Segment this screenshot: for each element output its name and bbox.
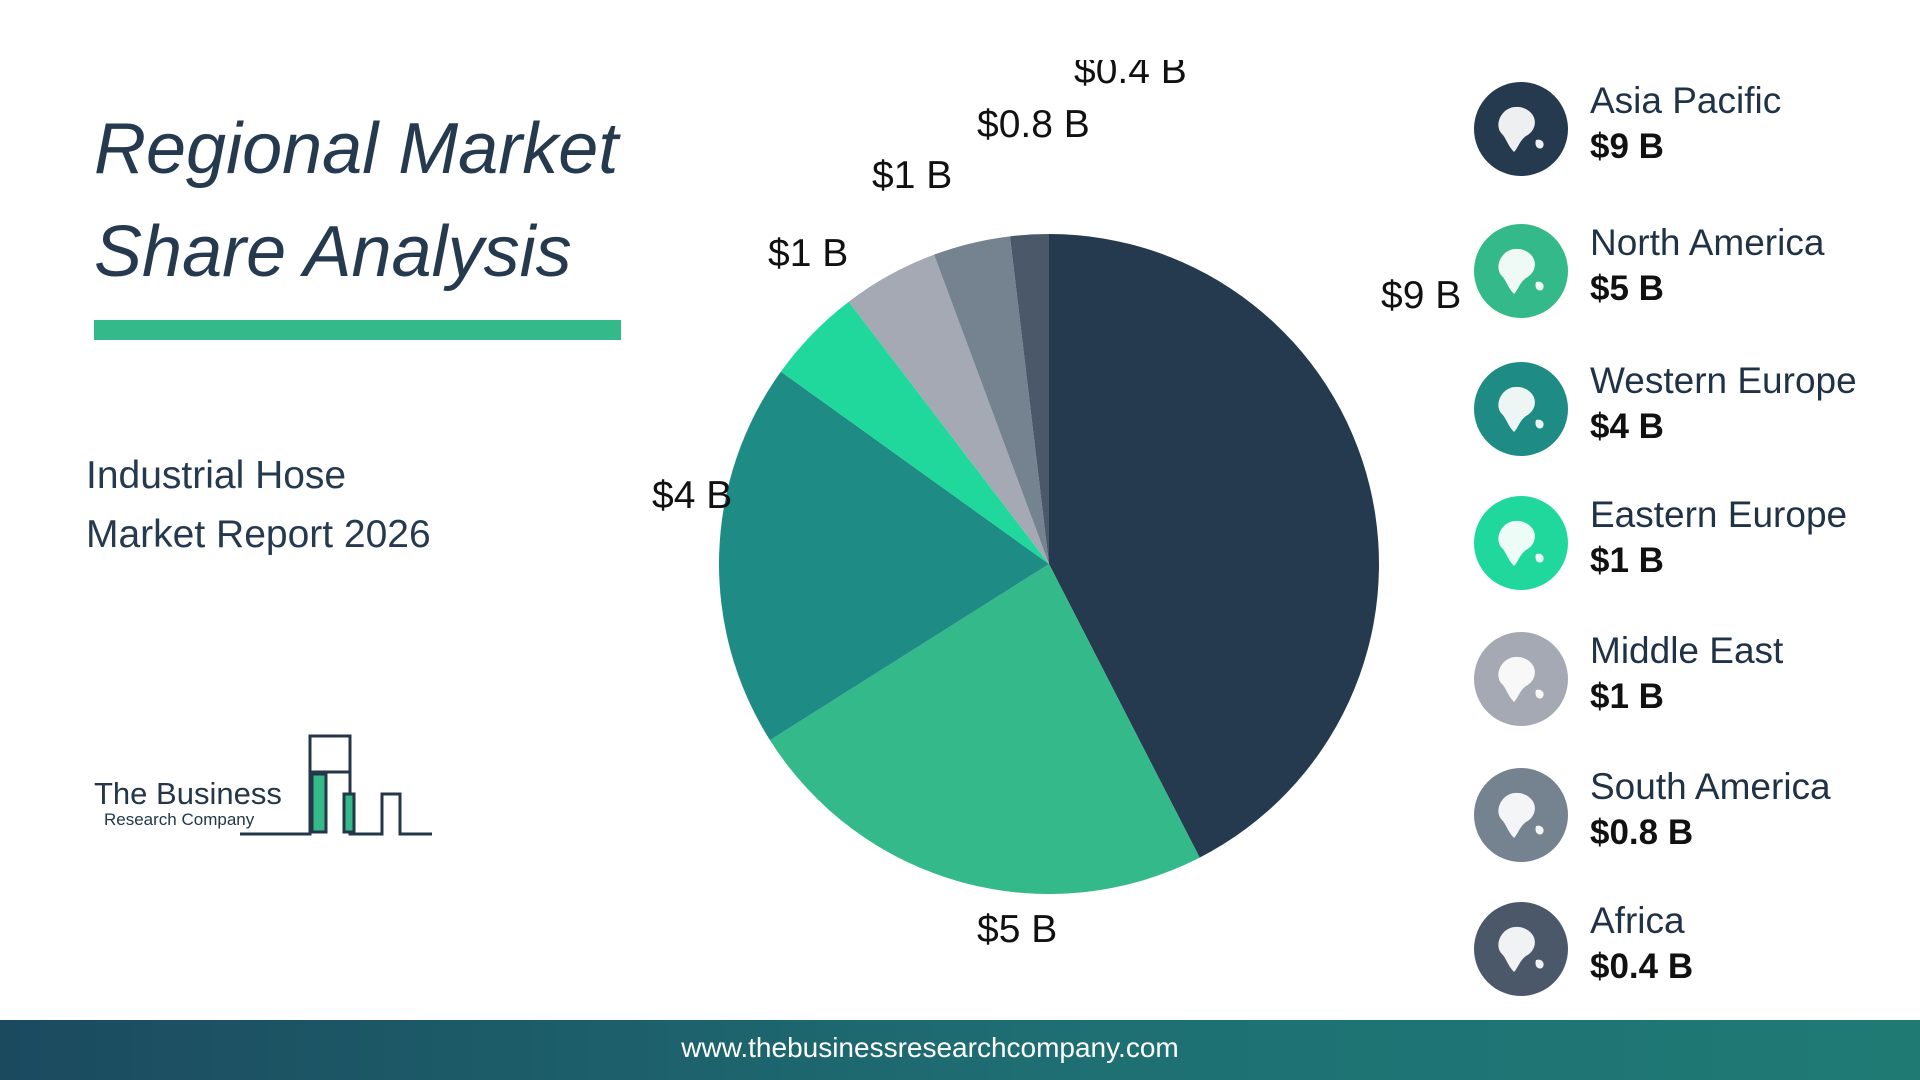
- subtitle-line-1: Industrial Hose: [86, 454, 347, 497]
- legend-value: $5 B: [1590, 269, 1664, 308]
- africa-globe-icon: [1474, 902, 1568, 996]
- slice-label-middle-east: $1 B: [872, 154, 952, 197]
- legend-name: Asia Pacific: [1590, 80, 1782, 121]
- pie-chart: $9 B $5 B $4 B $1 B $1 B $0.8 B $0.4 B: [600, 60, 1460, 980]
- legend-item-africa: Africa $0.4 B: [1472, 900, 1912, 1000]
- title-line-1: Regional Market: [94, 109, 619, 189]
- slice-label-south-america: $0.8 B: [977, 103, 1090, 146]
- legend-value: $1 B: [1590, 541, 1664, 580]
- legend-name: Western Europe: [1590, 360, 1857, 401]
- legend-item-north-america: North America $5 B: [1472, 222, 1912, 322]
- slice-label-north-america: $5 B: [977, 908, 1057, 951]
- pie-slice-africa: [1009, 234, 1049, 564]
- legend-value: $0.4 B: [1590, 947, 1694, 986]
- legend-name: Eastern Europe: [1590, 494, 1848, 535]
- slice-label-asia-pacific: $9 B: [1381, 274, 1460, 317]
- legend-value: $0.8 B: [1590, 813, 1694, 852]
- slice-label-western-europe: $4 B: [652, 474, 732, 517]
- north-america-globe-icon: [1474, 224, 1568, 318]
- western-europe-globe-icon: [1474, 362, 1568, 456]
- legend-value: $4 B: [1590, 407, 1664, 446]
- pie-slice-north-america: [769, 564, 1200, 894]
- legend-name: Middle East: [1590, 630, 1784, 671]
- title-underline: [94, 320, 621, 340]
- asia-pacific-globe-icon: [1474, 82, 1568, 176]
- title-line-2: Share Analysis: [94, 212, 572, 292]
- legend-value: $1 B: [1590, 677, 1664, 716]
- logo-bars-icon: [240, 734, 432, 836]
- pie-slice-eastern-europe: [780, 301, 1049, 564]
- pie-chart-svg: $9 B $5 B $4 B $1 B $1 B $0.8 B $0.4 B: [652, 60, 1460, 951]
- legend-name: South America: [1590, 766, 1831, 807]
- pie-slice-south-america: [934, 236, 1049, 565]
- footer-url-link[interactable]: www.thebusinessresearchcompany.com: [681, 1032, 1179, 1063]
- slice-label-eastern-europe: $1 B: [768, 232, 848, 275]
- south-america-globe-icon: [1474, 768, 1568, 862]
- legend-item-south-america: South America $0.8 B: [1472, 766, 1912, 866]
- legend-name: North America: [1590, 222, 1825, 263]
- logo-name: The Business: [94, 776, 282, 811]
- company-logo: The Business Research Company: [92, 728, 442, 838]
- slice-label-africa: $0.4 B: [1074, 60, 1187, 92]
- pie-slice-asia-pacific: [1049, 234, 1379, 858]
- eastern-europe-globe-icon: [1474, 496, 1568, 590]
- subtitle-line-2: Market Report 2026: [86, 513, 431, 556]
- legend-name: Africa: [1590, 900, 1685, 941]
- legend-item-asia-pacific: Asia Pacific $9 B: [1472, 80, 1912, 180]
- page-title: Regional Market Share Analysis: [94, 98, 654, 304]
- middle-east-globe-icon: [1474, 632, 1568, 726]
- pie-slice-middle-east: [848, 254, 1049, 565]
- legend-item-eastern-europe: Eastern Europe $1 B: [1472, 494, 1912, 594]
- pie-slice-western-europe: [718, 371, 1049, 741]
- legend-item-middle-east: Middle East $1 B: [1472, 630, 1912, 730]
- report-subtitle: Industrial Hose Market Report 2026: [86, 446, 526, 564]
- legend-value: $9 B: [1590, 127, 1664, 166]
- logo-subtitle: Research Company: [104, 810, 255, 829]
- legend-item-western-europe: Western Europe $4 B: [1472, 360, 1912, 460]
- footer-bar: www.thebusinessresearchcompany.com: [0, 1020, 1920, 1080]
